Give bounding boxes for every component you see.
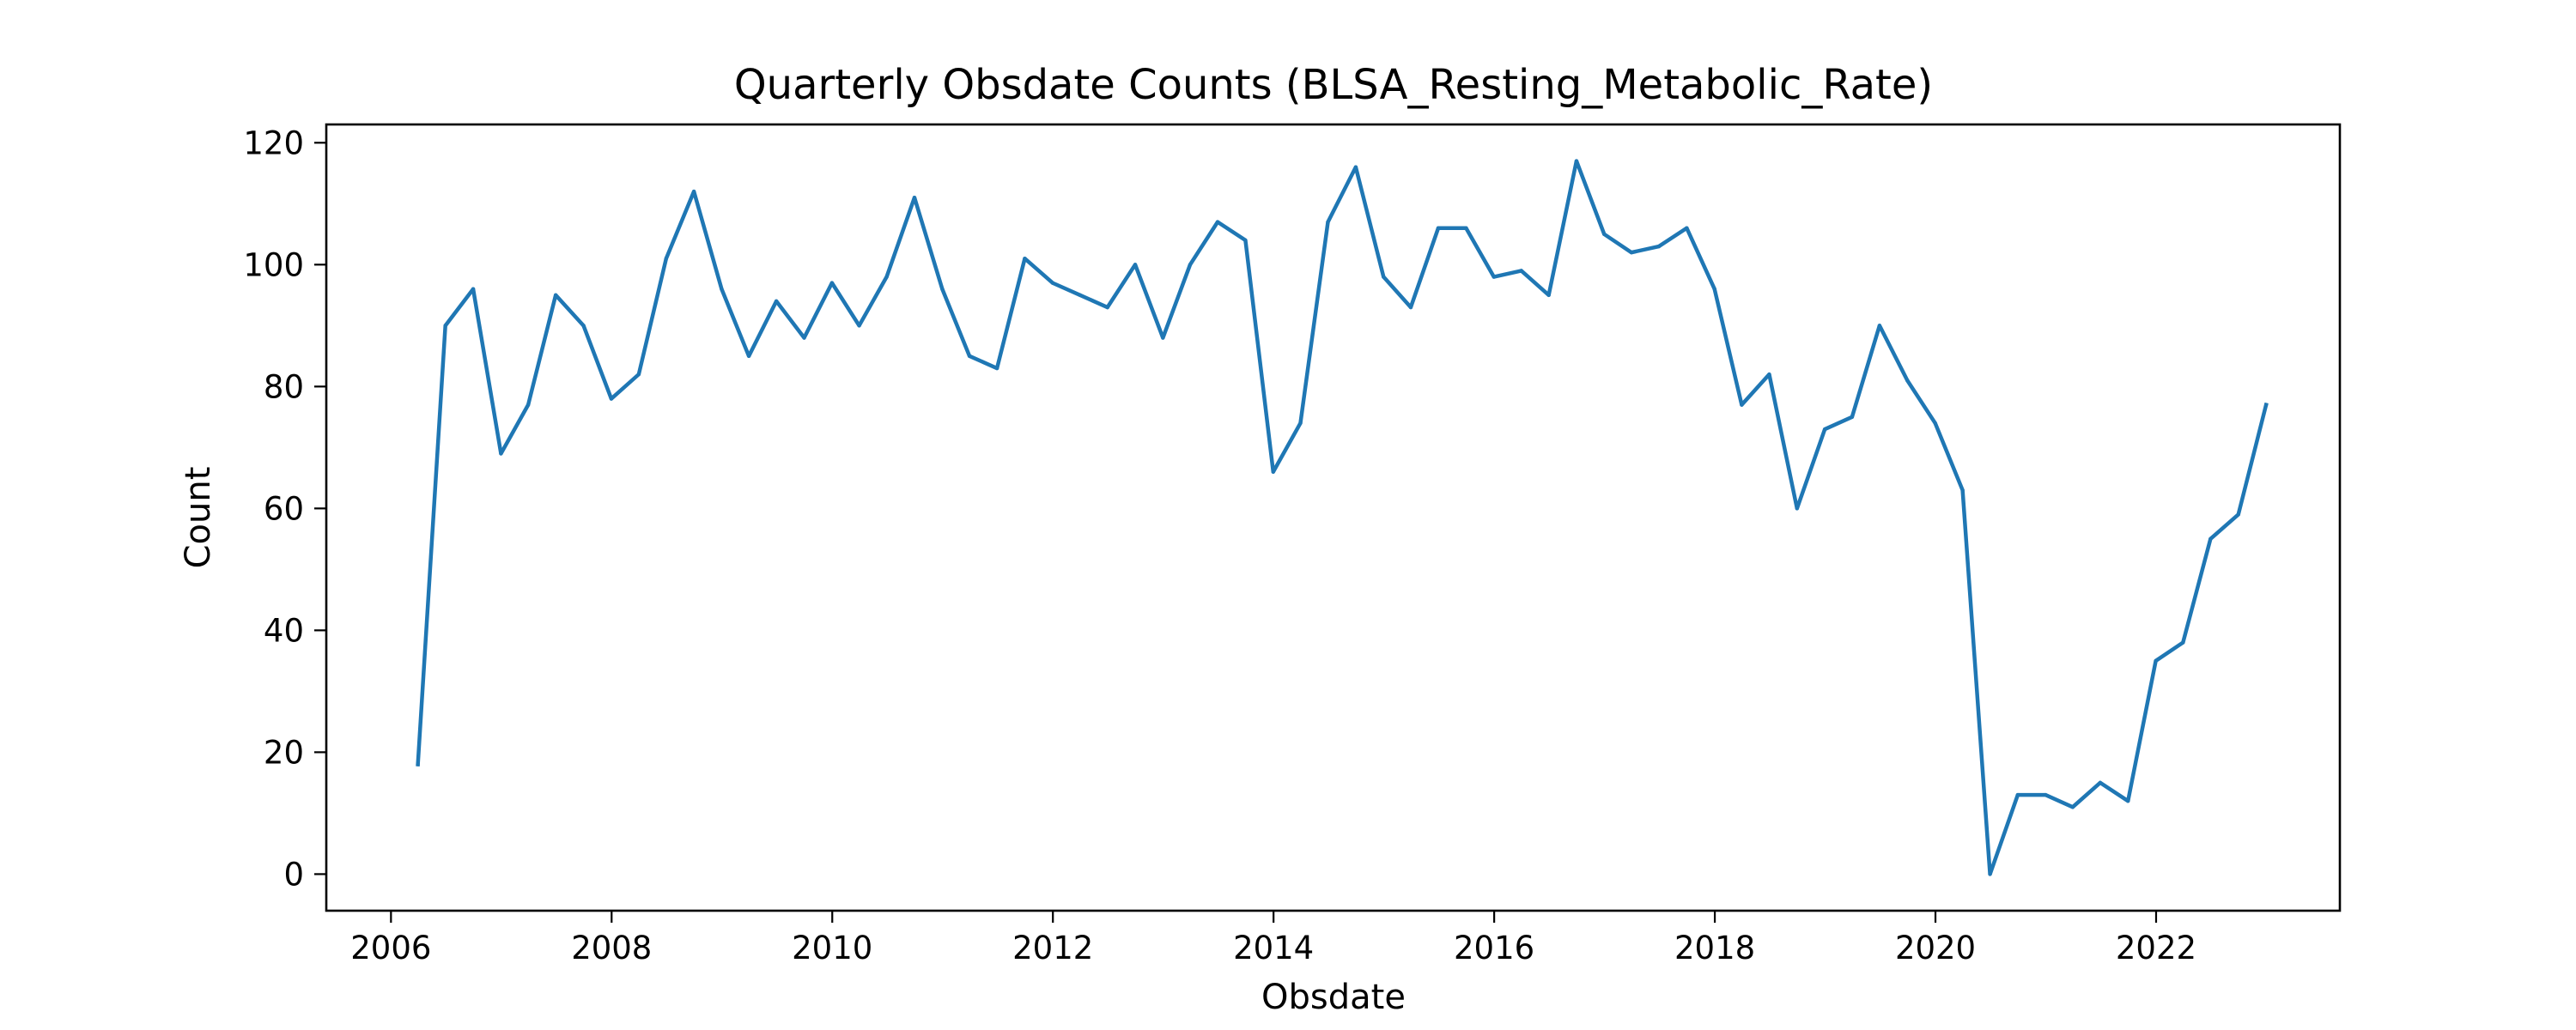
data-point xyxy=(2070,805,2075,809)
data-point xyxy=(1298,421,1303,426)
data-point xyxy=(1382,275,1386,279)
y-axis-label: Count xyxy=(179,467,218,569)
data-point xyxy=(664,257,669,261)
data-point xyxy=(1078,293,1082,298)
data-point xyxy=(416,762,420,766)
data-point xyxy=(1243,238,1248,243)
data-point xyxy=(2098,780,2103,785)
data-point xyxy=(2181,640,2185,645)
data-point xyxy=(1326,220,1330,224)
x-tick-label: 2008 xyxy=(571,930,652,966)
data-point xyxy=(802,336,806,340)
y-tick-label: 20 xyxy=(264,734,304,771)
data-point xyxy=(884,275,889,279)
x-tick-label: 2010 xyxy=(792,930,872,966)
data-point xyxy=(2154,658,2158,663)
data-point xyxy=(774,299,779,304)
x-tick-label: 2016 xyxy=(1454,930,1534,966)
data-point xyxy=(2015,792,2020,797)
data-point xyxy=(1905,379,1910,383)
data-point xyxy=(2263,403,2269,407)
data-point xyxy=(526,403,531,407)
data-point xyxy=(1877,324,1882,328)
data-point xyxy=(1656,244,1662,249)
data-point xyxy=(2236,512,2240,517)
data-point xyxy=(1050,281,1055,285)
x-tick-label: 2020 xyxy=(1895,930,1976,966)
data-point xyxy=(1685,226,1689,230)
data-point xyxy=(581,324,586,328)
data-point xyxy=(720,287,724,291)
data-point xyxy=(691,189,696,194)
data-point xyxy=(994,366,999,371)
data-point xyxy=(1161,336,1165,340)
data-point xyxy=(1740,403,1744,407)
data-point xyxy=(2043,792,2048,797)
x-tick-label: 2006 xyxy=(350,930,431,966)
data-point xyxy=(1436,226,1441,230)
data-point xyxy=(1271,470,1276,474)
data-point xyxy=(1353,165,1358,169)
data-point xyxy=(912,196,917,200)
x-axis: 2006 2008 2010 2012 2014 2016 2018 2020 2022 xyxy=(350,911,2196,966)
y-tick-label: 80 xyxy=(264,368,304,405)
data-point xyxy=(1960,488,1965,493)
data-point xyxy=(1933,421,1937,426)
data-point xyxy=(471,287,476,291)
data-point xyxy=(1795,506,1800,511)
data-point xyxy=(746,354,751,359)
y-tick-label: 60 xyxy=(264,490,304,527)
data-point xyxy=(857,324,861,328)
series-layer xyxy=(416,159,2269,876)
data-point xyxy=(1133,263,1138,267)
data-point xyxy=(1105,305,1109,310)
y-tick-label: 120 xyxy=(243,124,304,161)
data-point xyxy=(1215,220,1220,224)
data-point xyxy=(2126,798,2130,803)
data-point xyxy=(967,354,972,359)
x-tick-label: 2014 xyxy=(1233,930,1314,966)
plot-frame xyxy=(325,123,2342,912)
y-axis: 0 20 40 60 80 100 120 xyxy=(243,124,326,893)
y-tick-label: 40 xyxy=(264,612,304,649)
y-tick-label: 0 xyxy=(283,856,304,893)
series-line xyxy=(416,159,2269,876)
data-point xyxy=(1712,287,1716,291)
data-point xyxy=(1546,293,1551,298)
data-point xyxy=(499,451,503,456)
data-point xyxy=(553,293,558,298)
data-point xyxy=(443,324,447,328)
data-point xyxy=(1519,269,1523,273)
data-point xyxy=(940,287,945,291)
x-tick-label: 2018 xyxy=(1674,930,1755,966)
data-point xyxy=(1464,226,1468,230)
data-point xyxy=(609,397,614,401)
data-point xyxy=(1574,159,1579,163)
x-tick-label: 2022 xyxy=(2116,930,2196,966)
data-point xyxy=(1492,275,1496,279)
chart-title: Quarterly Obsdate Counts (BLSA_Resting_M… xyxy=(734,61,1933,109)
data-point xyxy=(1823,427,1827,432)
x-tick-label: 2012 xyxy=(1012,930,1093,966)
data-point xyxy=(1188,263,1193,267)
data-point xyxy=(1629,250,1634,255)
y-tick-label: 100 xyxy=(243,246,304,283)
data-point xyxy=(1602,232,1607,237)
data-point xyxy=(1408,305,1413,310)
data-point xyxy=(829,281,835,285)
data-point xyxy=(1767,372,1771,377)
data-point xyxy=(1850,415,1855,420)
data-point xyxy=(636,372,641,377)
x-axis-label: Obsdate xyxy=(1261,978,1406,1017)
data-point xyxy=(1988,872,1992,876)
data-point xyxy=(1023,257,1027,261)
data-point xyxy=(2208,536,2213,542)
